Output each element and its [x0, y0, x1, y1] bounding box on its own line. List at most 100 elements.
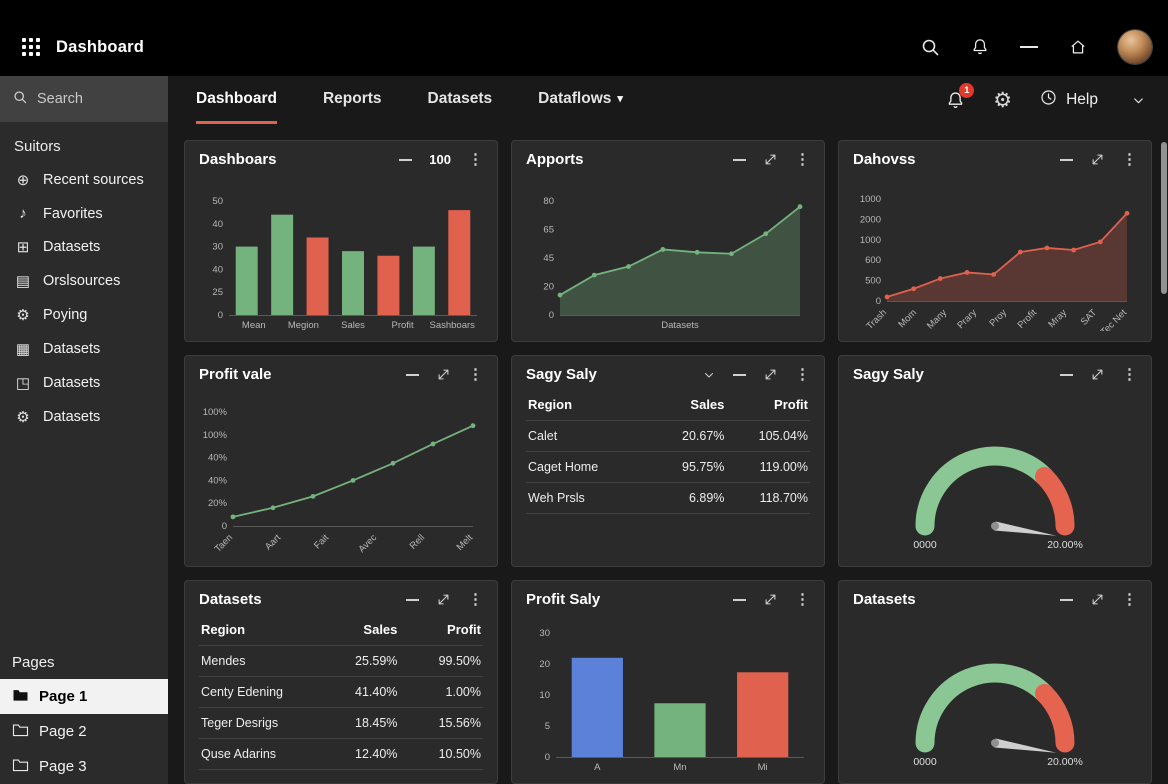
- menu-line-icon[interactable]: [1020, 46, 1038, 48]
- vertical-scrollbar[interactable]: [1161, 142, 1167, 294]
- folder-icon: [12, 758, 29, 776]
- more-options-icon[interactable]: ⋮: [795, 366, 810, 383]
- bar-chart[interactable]: 50 40 30 40 25 0 Mean Megion Sales Profit Sashboar…: [199, 172, 483, 331]
- chevron-down-icon[interactable]: [702, 368, 716, 382]
- sidebar-item-poying[interactable]: ⚙ Poying: [0, 298, 168, 332]
- sidebar-page-2[interactable]: Page 2: [0, 714, 168, 749]
- minimize-icon[interactable]: [733, 373, 746, 376]
- search-icon[interactable]: [920, 37, 940, 57]
- sidebar-item-datasets-3[interactable]: ◳ Datasets: [0, 366, 168, 400]
- search-input[interactable]: [37, 91, 142, 107]
- svg-text:40: 40: [212, 219, 223, 230]
- table-row[interactable]: Centy Edening 41.40% 1.00%: [199, 677, 483, 708]
- bar-chart[interactable]: 30 20 10 5 0 A Mn Mi: [526, 612, 810, 773]
- expand-icon[interactable]: [436, 367, 451, 382]
- svg-text:40%: 40%: [208, 453, 228, 464]
- minimize-icon[interactable]: [406, 373, 419, 376]
- area-chart[interactable]: 80 65 45 20 0 Datasets: [526, 172, 810, 331]
- more-options-icon[interactable]: ⋮: [795, 151, 810, 168]
- svg-text:20.00%: 20.00%: [1047, 756, 1083, 768]
- table-row[interactable]: Caget Home 95.75% 119.00%: [526, 452, 810, 483]
- table-row[interactable]: Teger Desrigs 18.45% 15.56%: [199, 708, 483, 739]
- svg-text:Mray: Mray: [1046, 307, 1069, 330]
- sidebar-item-orslsources[interactable]: ▤ Orslsources: [0, 264, 168, 298]
- tab-datasets[interactable]: Datasets: [428, 76, 493, 124]
- svg-text:Many: Many: [925, 307, 949, 331]
- svg-text:600: 600: [865, 255, 881, 266]
- card-title: Dahovss: [853, 151, 916, 168]
- minimize-icon[interactable]: [733, 158, 746, 161]
- home-icon[interactable]: [1068, 37, 1088, 57]
- svg-text:Aart: Aart: [263, 532, 283, 552]
- table-row[interactable]: Weh Prsls 6.89% 118.70%: [526, 483, 810, 514]
- sidebar-item-label: Datasets: [43, 341, 101, 357]
- svg-text:45: 45: [543, 253, 554, 264]
- svg-text:Fait: Fait: [312, 532, 331, 551]
- table-row[interactable]: Calet 20.67% 105.04%: [526, 421, 810, 452]
- svg-text:Sashboars: Sashboars: [429, 320, 475, 331]
- card-header-value: 100: [429, 152, 451, 167]
- expand-icon[interactable]: [1090, 592, 1105, 607]
- sidebar-item-datasets-2[interactable]: ▦ Datasets: [0, 332, 168, 366]
- page-label: Page 2: [39, 723, 87, 740]
- sidebar-item-datasets-1[interactable]: ⊞ Datasets: [0, 230, 168, 264]
- expand-icon[interactable]: [763, 152, 778, 167]
- expand-icon[interactable]: [763, 367, 778, 382]
- avatar[interactable]: [1118, 30, 1152, 64]
- sidebar-item-favorites[interactable]: ♪ Favorites: [0, 197, 168, 230]
- minimize-icon[interactable]: [1060, 373, 1073, 376]
- minimize-icon[interactable]: [1060, 158, 1073, 161]
- table-row[interactable]: Quse Adarins 12.40% 10.50%: [199, 739, 483, 770]
- data-table: Region Sales Profit Mendes 25.59% 99.50% Centy…: [199, 614, 483, 773]
- svg-text:Prary: Prary: [955, 307, 979, 331]
- line-chart[interactable]: 100% 100% 40% 40% 20% 0 Taen Aart Fait Avec Rell Me…: [199, 387, 483, 556]
- more-options-icon[interactable]: ⋮: [795, 591, 810, 608]
- sidebar-search[interactable]: [0, 76, 168, 122]
- tab-dashboard[interactable]: Dashboard: [196, 76, 277, 124]
- sidebar-item-recent-sources[interactable]: ⊕ Recent sources: [0, 163, 168, 197]
- minimize-icon[interactable]: [1060, 598, 1073, 601]
- table-cell: Caget Home: [528, 460, 599, 474]
- sidebar-item-label: Recent sources: [43, 172, 144, 188]
- app-launcher-icon[interactable]: [22, 38, 40, 56]
- card-title: Datasets: [199, 591, 262, 608]
- card-title: Sagy Saly: [526, 366, 597, 383]
- svg-text:80: 80: [543, 196, 554, 207]
- expand-icon[interactable]: [1090, 367, 1105, 382]
- more-options-icon[interactable]: ⋮: [1122, 151, 1137, 168]
- notifications-icon[interactable]: [970, 37, 990, 57]
- gauge-chart[interactable]: 0000 20.00%: [853, 387, 1137, 556]
- sidebar-page-1[interactable]: Page 1: [0, 679, 168, 714]
- minimize-icon[interactable]: [399, 158, 413, 161]
- expand-icon[interactable]: [436, 592, 451, 607]
- card-apports: Apports ⋮ 80 65 45 20 0 Datasets: [511, 140, 825, 342]
- table-cell: 99.50%: [438, 654, 481, 668]
- svg-text:0: 0: [222, 521, 227, 532]
- tab-dataflows[interactable]: Dataflows ▾: [538, 76, 623, 124]
- chevron-down-icon[interactable]: [1131, 93, 1146, 108]
- more-options-icon[interactable]: ⋮: [1122, 366, 1137, 383]
- svg-text:65: 65: [543, 225, 554, 236]
- area-chart[interactable]: 1000 2000 1000 600 500 0 Trash Mom Many Prary Proy…: [853, 172, 1137, 331]
- panel-icon: ◳: [15, 375, 31, 392]
- expand-icon[interactable]: [763, 592, 778, 607]
- expand-icon[interactable]: [1090, 152, 1105, 167]
- sidebar-item-datasets-4[interactable]: ⚙ Datasets: [0, 400, 168, 434]
- minimize-icon[interactable]: [406, 598, 419, 601]
- card-dahovss: Dahovss ⋮ 1000 2000 1000 600 500 0 Trash Mom Man…: [838, 140, 1152, 342]
- table-row[interactable]: Mendes 25.59% 99.50%: [199, 646, 483, 677]
- gear-icon[interactable]: ⚙: [993, 88, 1013, 112]
- gauge-chart[interactable]: 0000 20.00%: [853, 612, 1137, 773]
- svg-text:20.00%: 20.00%: [1047, 539, 1083, 551]
- more-options-icon[interactable]: ⋮: [468, 151, 483, 168]
- more-options-icon[interactable]: ⋮: [468, 366, 483, 383]
- more-options-icon[interactable]: ⋮: [1122, 591, 1137, 608]
- more-options-icon[interactable]: ⋮: [468, 591, 483, 608]
- tab-reports[interactable]: Reports: [323, 76, 382, 124]
- notifications-icon[interactable]: 1: [945, 82, 975, 111]
- card-profit-vale: Profit vale ⋮ 100% 100% 40% 40% 20% 0 Taen Aart…: [184, 355, 498, 567]
- sidebar-page-3[interactable]: Page 3: [0, 749, 168, 784]
- help-button[interactable]: Help: [1039, 88, 1098, 112]
- minimize-icon[interactable]: [733, 598, 746, 601]
